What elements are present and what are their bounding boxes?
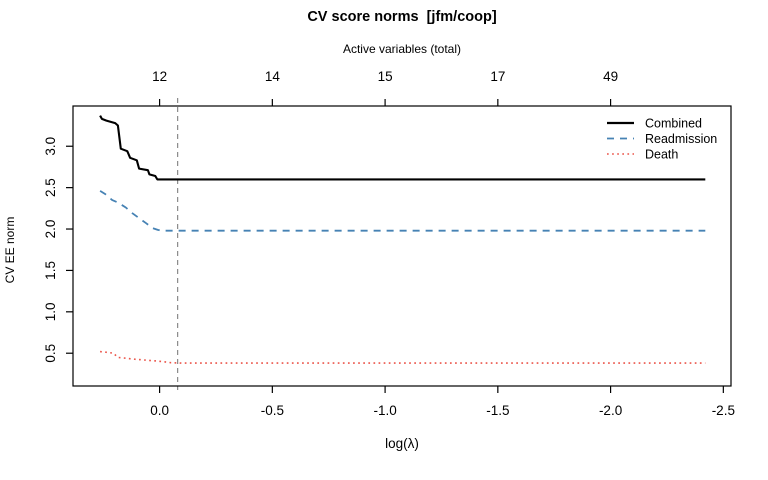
left-axis: 0.5 1.0 1.5 2.0 2.5 3.0 — [43, 137, 73, 363]
chart-title: CV score norms [jfm/coop] — [307, 9, 497, 25]
plot-box — [72, 105, 732, 387]
x-axis-tick-label: -2.5 — [712, 403, 735, 418]
top-axis-title: Active variables (total) — [343, 42, 461, 56]
top-axis-tick-label: 12 — [152, 69, 167, 84]
y-axis-tick-label: 1.5 — [43, 261, 58, 280]
x-axis-tick-label: 0.0 — [150, 403, 169, 418]
top-axis-tick-label: 17 — [490, 69, 505, 84]
top-axis: 12 14 15 17 49 — [152, 69, 618, 106]
series-lines — [99, 115, 706, 364]
top-axis-tick-label: 49 — [603, 69, 618, 84]
bottom-axis: 0.0 -0.5 -1.0 -1.5 -2.0 -2.5 — [150, 386, 735, 418]
series-line-death — [100, 350, 706, 364]
series-line-combined — [99, 115, 706, 181]
x-axis-title: log(λ) — [385, 436, 419, 451]
y-axis-tick-label: 3.0 — [43, 137, 58, 156]
series-line-readmission — [99, 190, 706, 232]
x-axis-tick-label: -2.0 — [599, 403, 622, 418]
top-axis-tick-label: 15 — [378, 69, 393, 84]
x-axis-tick-label: -1.5 — [486, 403, 509, 418]
y-axis-title: CV EE norm — [3, 217, 17, 284]
x-axis-tick-label: -1.0 — [373, 403, 396, 418]
y-axis-tick-label: 0.5 — [43, 344, 58, 363]
x-axis-tick-label: -0.5 — [261, 403, 284, 418]
y-axis-tick-label: 2.5 — [43, 178, 58, 197]
y-axis-tick-label: 1.0 — [43, 302, 58, 321]
legend-label-death: Death — [645, 148, 678, 162]
top-axis-tick-label: 14 — [265, 69, 281, 84]
legend-label-readmission: Readmission — [645, 132, 717, 146]
plot-box-border — [72, 105, 732, 387]
y-axis-tick-label: 2.0 — [43, 220, 58, 239]
legend-label-combined: Combined — [645, 117, 702, 131]
